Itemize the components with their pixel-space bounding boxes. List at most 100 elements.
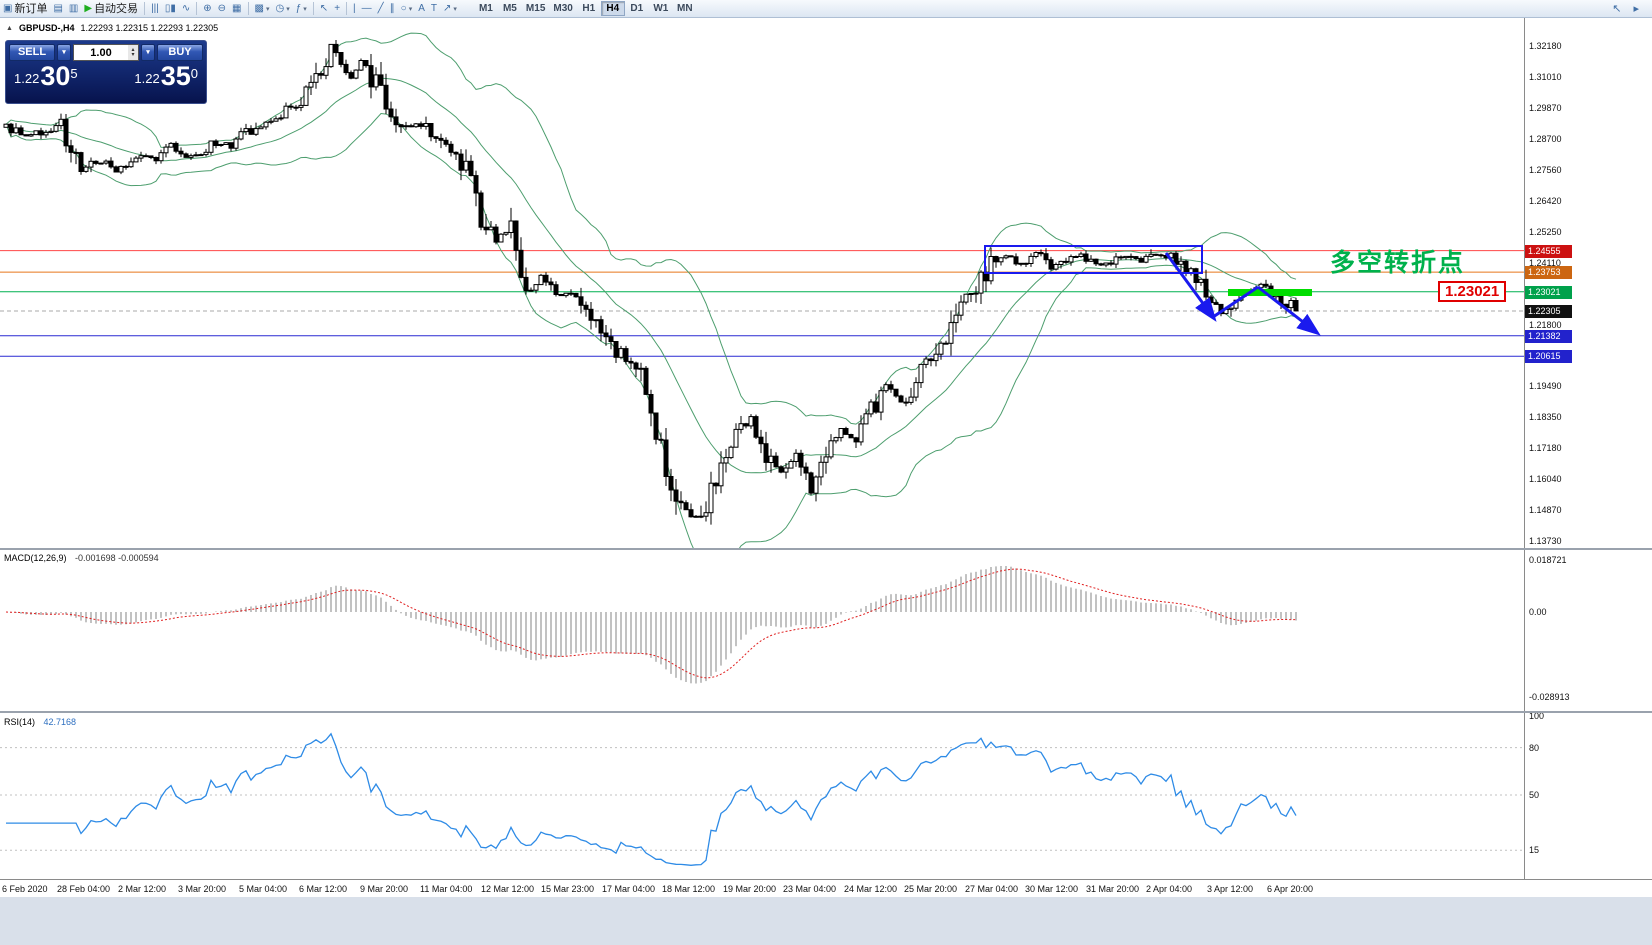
main-macd-separator[interactable] bbox=[0, 548, 1652, 550]
price-line-tag[interactable]: 1.20615 bbox=[1525, 350, 1572, 364]
cursor-tool-icon: ↖ bbox=[319, 2, 329, 14]
new-order-button[interactable]: ▣ 新订单 bbox=[0, 1, 50, 17]
horizontal-line-tool-button[interactable]: — bbox=[359, 1, 375, 17]
macd-rsi-separator[interactable] bbox=[0, 711, 1652, 713]
rsi-panel[interactable] bbox=[0, 713, 1524, 878]
main-chart[interactable] bbox=[0, 18, 1524, 549]
price-tick-label: 1.24110 bbox=[1529, 257, 1561, 268]
price-line-tag[interactable]: 1.23753 bbox=[1525, 266, 1572, 280]
timeframe-m15[interactable]: M15 bbox=[525, 3, 546, 14]
more-toolbars-icon[interactable]: ▸ bbox=[1633, 3, 1639, 15]
timeframe-m5[interactable]: M5 bbox=[502, 3, 517, 14]
price-line-tag[interactable]: 1.21382 bbox=[1525, 329, 1572, 343]
zoom-in-icon: ⊕ bbox=[203, 2, 212, 14]
trade-panel-controls: SELL ▾ ▴ ▾ ▾ BUY bbox=[9, 44, 203, 61]
timeframe-h1[interactable]: H1 bbox=[582, 3, 596, 14]
candlestick-mode-button[interactable]: ▯▮ bbox=[162, 1, 179, 17]
trendline-tool-button[interactable]: ╱ bbox=[375, 1, 387, 17]
vertical-line-tool-icon: | bbox=[353, 2, 356, 14]
rsi-scale-label: 80 bbox=[1529, 742, 1540, 753]
buy-price-prefix: 1.22 bbox=[134, 71, 160, 86]
macd-panel[interactable] bbox=[0, 550, 1524, 711]
shapes-tool-button-caret-icon[interactable]: ▾ bbox=[408, 5, 413, 13]
sell-options-caret[interactable]: ▾ bbox=[57, 44, 71, 61]
text-label-tool-button[interactable]: T bbox=[428, 1, 440, 17]
tile-windows-button[interactable]: ▦ bbox=[229, 1, 244, 17]
autotrading-button[interactable]: ▶ 自动交易 bbox=[81, 1, 141, 17]
chart-symbol-label: GBPUSD-,H4 bbox=[18, 23, 75, 33]
new-chart-icon: ▩ bbox=[254, 2, 264, 14]
date-axis[interactable]: 6 Feb 2020 28 Feb 04:00 2 Mar 12:00 3 Mar 2… bbox=[0, 879, 1652, 897]
timeframe-w1[interactable]: W1 bbox=[653, 3, 669, 14]
price-axis[interactable]: 1.32180 1.31010 1.29870 1.28700 1.27560 1.264… bbox=[1524, 18, 1652, 879]
zoom-in-button[interactable]: ⊕ bbox=[200, 1, 214, 17]
macd-scale-label: 0.00 bbox=[1529, 607, 1547, 617]
date-tick-label: 28 Feb 04:00 bbox=[57, 884, 111, 894]
data-window-icon: ▥ bbox=[68, 2, 79, 14]
date-tick-label: 6 Mar 12:00 bbox=[299, 884, 348, 894]
timeframe-d1[interactable]: D1 bbox=[630, 3, 644, 14]
toolbar: ▣ 新订单 ▤ ▥ ▶ 自动交易 ||| ▯▮ ∿ ⊕ ⊖ ▦ ▩ ▾ ◷ ▾ ƒ ▾ ↖ + | — ╱ ∥ ○ ▾ A T ↗ ▾ M… bbox=[0, 0, 1652, 18]
buy-price[interactable]: 1.22 35 0 bbox=[134, 63, 198, 90]
price-line-tag[interactable]: 1.23021 bbox=[1525, 285, 1572, 299]
timeframe-mn[interactable]: MN bbox=[677, 3, 693, 14]
channel-tool-button[interactable]: ∥ bbox=[387, 1, 398, 17]
price-tick-label: 1.29870 bbox=[1529, 102, 1562, 113]
zoom-out-icon: ⊖ bbox=[217, 2, 227, 14]
data-window-button[interactable]: ▥ bbox=[66, 1, 81, 17]
market-watch-button[interactable]: ▤ bbox=[50, 1, 65, 17]
volume-input[interactable] bbox=[74, 46, 128, 59]
buy-options-caret[interactable]: ▾ bbox=[141, 44, 155, 61]
price-tick-label: 1.19490 bbox=[1529, 381, 1562, 392]
sell-price-sup: 5 bbox=[70, 66, 78, 81]
price-tick-label: 1.16040 bbox=[1529, 474, 1562, 485]
buy-button[interactable]: BUY bbox=[157, 44, 203, 61]
rsi-indicator-label: RSI(14) 42.7168 bbox=[4, 717, 76, 727]
sell-button[interactable]: SELL bbox=[9, 44, 55, 61]
zoom-out-button[interactable]: ⊖ bbox=[215, 1, 229, 17]
sell-price[interactable]: 1.22 30 5 bbox=[14, 63, 78, 90]
turning-point-annotation: 多空转折点 bbox=[1330, 249, 1466, 277]
arrows-tool-button-caret-icon[interactable]: ▾ bbox=[453, 5, 457, 13]
indicators-icon: ƒ bbox=[295, 2, 302, 14]
pointer-icon[interactable]: ↖ bbox=[1612, 3, 1622, 15]
date-tick-label: 24 Mar 12:00 bbox=[844, 884, 898, 894]
date-tick-label: 2 Apr 04:00 bbox=[1146, 884, 1193, 894]
timeframe-h4[interactable]: H4 bbox=[600, 1, 625, 16]
price-tick-label: 1.27560 bbox=[1529, 164, 1562, 175]
volume-down-icon[interactable]: ▾ bbox=[131, 51, 135, 58]
cursor-tool-button[interactable]: ↖ bbox=[317, 1, 331, 17]
timeframe-m1[interactable]: M1 bbox=[478, 3, 493, 14]
timeframe-m30[interactable]: M30 bbox=[553, 3, 573, 14]
shapes-tool-icon: ○ bbox=[400, 2, 407, 14]
toolbar-items: ▣ 新订单 ▤ ▥ ▶ 自动交易 ||| ▯▮ ∿ ⊕ ⊖ ▦ ▩ ▾ ◷ ▾ ƒ ▾ ↖ + | — ╱ ∥ ○ ▾ A T ↗ ▾ bbox=[0, 0, 460, 18]
date-tick-label: 6 Apr 20:00 bbox=[1267, 884, 1314, 894]
profiles-button-caret-icon[interactable]: ▾ bbox=[286, 5, 290, 13]
buy-price-big: 35 bbox=[160, 61, 191, 91]
line-chart-mode-button[interactable]: ∿ bbox=[179, 1, 193, 17]
price-line-tag[interactable]: 1.24555 bbox=[1525, 244, 1572, 258]
new-chart-button[interactable]: ▩ ▾ bbox=[252, 1, 273, 17]
new-chart-button-caret-icon[interactable]: ▾ bbox=[265, 5, 270, 13]
horizontal-line-tool-icon: — bbox=[361, 2, 372, 14]
profiles-button[interactable]: ◷ ▾ bbox=[272, 1, 292, 17]
buy-price-sup: 0 bbox=[190, 66, 198, 81]
sell-price-big: 30 bbox=[40, 61, 71, 91]
volume-up-icon[interactable]: ▴ bbox=[131, 46, 135, 53]
vertical-line-tool-button[interactable]: | bbox=[350, 1, 359, 17]
price-tick-label: 1.32180 bbox=[1529, 41, 1562, 51]
text-tool-button[interactable]: A bbox=[415, 1, 428, 17]
date-tick-label: 6 Feb 2020 bbox=[2, 884, 48, 894]
indicators-button-caret-icon[interactable]: ▾ bbox=[303, 5, 307, 13]
indicators-button[interactable]: ƒ ▾ bbox=[293, 1, 310, 17]
volume-spinner[interactable]: ▴ ▾ bbox=[128, 45, 138, 60]
macd-name: MACD(12,26,9) bbox=[4, 553, 67, 563]
shapes-tool-button[interactable]: ○ ▾ bbox=[398, 1, 416, 17]
price-callout-label: 1.23021 bbox=[1438, 281, 1507, 302]
date-tick-label: 12 Mar 12:00 bbox=[481, 884, 535, 894]
toolbar-separator bbox=[196, 2, 198, 15]
crosshair-tool-button[interactable]: + bbox=[331, 1, 343, 17]
arrows-tool-button[interactable]: ↗ ▾ bbox=[440, 1, 460, 17]
bar-chart-mode-button[interactable]: ||| bbox=[148, 1, 162, 17]
